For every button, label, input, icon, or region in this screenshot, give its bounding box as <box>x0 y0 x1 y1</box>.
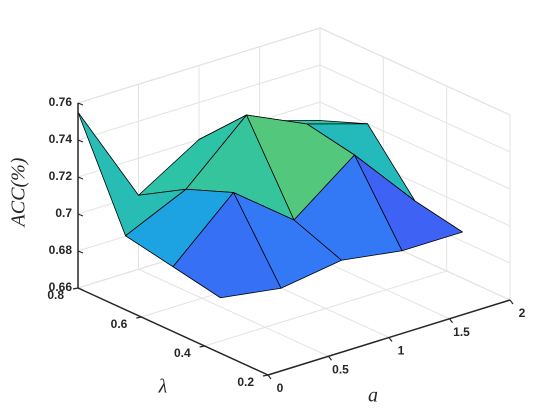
z-tick <box>77 213 84 217</box>
x-tick-label: 0 <box>277 381 284 395</box>
z-tick <box>77 102 84 106</box>
y-tick <box>72 287 79 290</box>
y-tick-label: 0.2 <box>237 375 254 389</box>
z-tick-label: 0.74 <box>49 132 73 146</box>
x-tick-label: 2 <box>519 306 526 320</box>
z-axis-label: ACC(%) <box>8 157 30 228</box>
surface-face <box>172 192 282 299</box>
z-tick-label: 0.76 <box>49 95 73 109</box>
z-tick <box>77 287 84 291</box>
z-tick <box>77 250 84 254</box>
y-tick-label: 0.6 <box>111 317 128 331</box>
grid-line <box>319 27 511 116</box>
x-tick-label: 1 <box>398 344 405 358</box>
x-tick <box>449 318 453 324</box>
y-tick-label: 0.4 <box>174 346 191 360</box>
z-tick-label: 0.72 <box>49 169 73 183</box>
y-axis <box>77 287 269 376</box>
y-tick <box>136 316 142 319</box>
grid-line <box>319 64 511 153</box>
x-tick <box>267 374 272 380</box>
y-tick <box>199 345 205 348</box>
z-tick <box>77 139 84 143</box>
grid-line <box>77 64 321 141</box>
x-tick-label: 0.5 <box>332 362 349 376</box>
grid-line <box>319 101 511 190</box>
grid-line <box>138 268 329 357</box>
z-tick-label: 0.68 <box>49 243 73 257</box>
x-axis-label: a <box>368 385 378 407</box>
y-axis-label: λ <box>158 376 168 398</box>
x-tick <box>388 337 393 342</box>
grid-line <box>77 27 321 104</box>
y-tick <box>262 374 269 377</box>
x-tick <box>328 355 332 361</box>
z-tick-label: 0.7 <box>55 206 72 220</box>
z-tick-label: 0.66 <box>49 280 73 294</box>
x-tick-label: 1.5 <box>453 325 470 339</box>
axes: 0 0.5 1 1.5 2 0.2 0.4 0.6 0.80.66 0.68 0.7 0.72 0.74… <box>47 95 525 395</box>
y-tick-label: 0.8 <box>47 288 64 302</box>
z-tick <box>77 176 84 180</box>
x-tick <box>509 299 514 305</box>
grid-line <box>204 270 447 347</box>
surface <box>77 111 463 299</box>
